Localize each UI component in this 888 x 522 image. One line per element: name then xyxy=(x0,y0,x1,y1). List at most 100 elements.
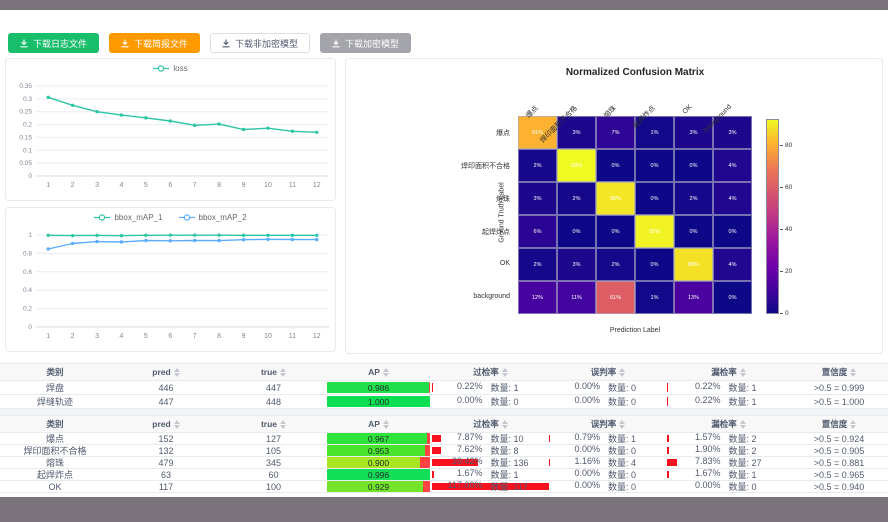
sort-asc-icon[interactable] xyxy=(619,419,626,424)
sort-desc-icon[interactable] xyxy=(173,424,180,429)
sort-asc-icon[interactable] xyxy=(850,419,857,424)
sort-desc-icon[interactable] xyxy=(173,372,180,377)
matrix-row-label: OK xyxy=(499,259,510,267)
download-report-button[interactable]: 下载简报文件 xyxy=(109,33,201,53)
sort-asc-icon[interactable] xyxy=(173,419,180,424)
mis-rate-percent: 1.16% xyxy=(574,456,600,466)
sort-caret-icon[interactable] xyxy=(850,367,857,377)
column-header-conf[interactable]: 置信度 xyxy=(790,416,888,432)
sort-caret-icon[interactable] xyxy=(501,367,508,377)
sort-caret-icon[interactable] xyxy=(173,367,180,377)
sort-desc-icon[interactable] xyxy=(501,424,508,429)
sort-desc-icon[interactable] xyxy=(501,372,508,377)
sort-asc-icon[interactable] xyxy=(501,367,508,372)
class-cell: 起焊炸点 xyxy=(36,470,73,480)
legend-item-bbox_mAP_2[interactable]: bbox_mAP_2 xyxy=(178,213,247,222)
mis-rate-count: 数量: 1 xyxy=(608,434,637,444)
sort-desc-icon[interactable] xyxy=(619,424,626,429)
sort-caret-icon[interactable] xyxy=(382,419,389,429)
download-icon xyxy=(222,39,230,47)
ap-value: 0.986 xyxy=(367,382,390,393)
legend-item-bbox_mAP_1[interactable]: bbox_mAP_1 xyxy=(94,213,163,222)
svg-text:9: 9 xyxy=(242,182,246,189)
confusion-matrix-ylabel: Ground Truth Label xyxy=(498,182,506,243)
sort-caret-icon[interactable] xyxy=(850,419,857,429)
sort-desc-icon[interactable] xyxy=(280,372,287,377)
column-header-over[interactable]: 过检率 xyxy=(432,416,549,432)
sort-caret-icon[interactable] xyxy=(382,367,389,377)
pred-cell: 63 xyxy=(160,469,171,480)
sort-caret-icon[interactable] xyxy=(619,419,626,429)
sort-asc-icon[interactable] xyxy=(173,367,180,372)
sort-caret-icon[interactable] xyxy=(619,367,626,377)
sort-desc-icon[interactable] xyxy=(382,372,389,377)
sort-desc-icon[interactable] xyxy=(619,372,626,377)
sort-asc-icon[interactable] xyxy=(280,367,287,372)
column-header-true[interactable]: true xyxy=(222,416,325,432)
true-cell: 447 xyxy=(265,382,282,393)
download-toolbar: 下载日志文件 下载简报文件 下载非加密模型 下载加密模型 xyxy=(8,33,412,53)
column-header-ap[interactable]: AP xyxy=(325,364,432,380)
miss-rate-bar xyxy=(667,471,670,478)
sort-desc-icon[interactable] xyxy=(739,372,746,377)
sort-desc-icon[interactable] xyxy=(382,424,389,429)
download-log-button[interactable]: 下载日志文件 xyxy=(8,33,100,53)
ap-bar-track: 0.929 xyxy=(327,481,430,492)
over-rate-count: 数量: 8 xyxy=(490,446,519,456)
sort-asc-icon[interactable] xyxy=(619,367,626,372)
sort-asc-icon[interactable] xyxy=(382,419,389,424)
true-cell: 105 xyxy=(265,445,282,456)
column-header-miss[interactable]: 漏检率 xyxy=(667,364,790,380)
sort-caret-icon[interactable] xyxy=(280,367,287,377)
sort-asc-icon[interactable] xyxy=(280,419,287,424)
svg-text:6: 6 xyxy=(168,333,172,340)
column-header-over[interactable]: 过检率 xyxy=(432,364,549,380)
sort-caret-icon[interactable] xyxy=(739,419,746,429)
sort-caret-icon[interactable] xyxy=(173,419,180,429)
column-header-pred[interactable]: pred xyxy=(110,416,222,432)
ap-value: 0.967 xyxy=(367,433,390,444)
over-rate-bar xyxy=(432,459,479,466)
matrix-cell: 2% xyxy=(674,182,713,215)
sort-asc-icon[interactable] xyxy=(739,419,746,424)
column-header-mis[interactable]: 误判率 xyxy=(549,416,667,432)
mis-rate-percent: 0.00% xyxy=(574,468,600,478)
column-header-miss[interactable]: 漏检率 xyxy=(667,416,790,432)
dashboard-content: 下载日志文件 下载简报文件 下载非加密模型 下载加密模型 loss 0 0.05 0.1 0… xyxy=(0,10,888,497)
sort-desc-icon[interactable] xyxy=(739,424,746,429)
legend-item-loss[interactable]: loss xyxy=(153,64,188,73)
column-header-conf[interactable]: 置信度 xyxy=(790,364,888,380)
sort-desc-icon[interactable] xyxy=(850,372,857,377)
sort-caret-icon[interactable] xyxy=(739,367,746,377)
sort-asc-icon[interactable] xyxy=(501,419,508,424)
matrix-row-label: 爆点 xyxy=(496,129,510,137)
column-header-class: 类别 xyxy=(0,416,110,432)
column-header-pred[interactable]: pred xyxy=(110,364,222,380)
column-header-class: 类别 xyxy=(0,364,110,380)
ap-bar-fill xyxy=(327,445,426,456)
column-header-ap[interactable]: AP xyxy=(325,416,432,432)
sort-asc-icon[interactable] xyxy=(382,367,389,372)
svg-text:4: 4 xyxy=(120,333,124,340)
svg-text:0.6: 0.6 xyxy=(23,269,32,276)
column-header-true[interactable]: true xyxy=(222,364,325,380)
sort-caret-icon[interactable] xyxy=(280,419,287,429)
matrix-cell: 11% xyxy=(557,281,596,314)
download-encrypted-model-button[interactable]: 下载加密模型 xyxy=(320,33,412,53)
sort-asc-icon[interactable] xyxy=(739,367,746,372)
mis-rate-percent: 0.00% xyxy=(574,395,600,405)
sort-caret-icon[interactable] xyxy=(501,419,508,429)
download-unencrypted-model-button[interactable]: 下载非加密模型 xyxy=(210,33,311,53)
sort-desc-icon[interactable] xyxy=(850,424,857,429)
svg-text:3: 3 xyxy=(95,333,99,340)
ap-bar-track: 0.900 xyxy=(327,457,430,468)
rate-text: 0.22% 数量: 1 xyxy=(677,395,781,408)
ap-bar-track: 0.996 xyxy=(327,469,430,480)
sort-asc-icon[interactable] xyxy=(850,367,857,372)
sort-desc-icon[interactable] xyxy=(280,424,287,429)
ap-cell: 0.986 xyxy=(325,381,432,394)
matrix-cell: 2% xyxy=(596,248,635,281)
class-cell: 焊印面积不合格 xyxy=(23,446,87,456)
mis-rate-percent: 0.00% xyxy=(574,444,600,454)
column-header-mis[interactable]: 误判率 xyxy=(549,364,667,380)
